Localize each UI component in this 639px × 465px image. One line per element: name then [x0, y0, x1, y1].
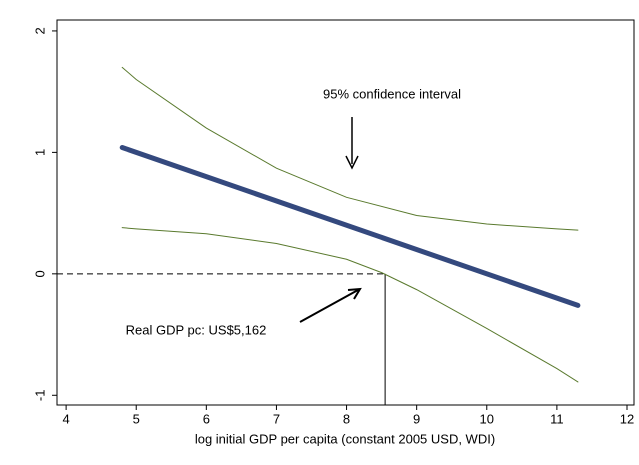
y-tick-label: -1 [32, 390, 47, 402]
x-tick-label: 4 [62, 411, 69, 426]
x-tick-label: 6 [203, 411, 210, 426]
x-tick-label: 10 [480, 411, 494, 426]
x-tick-label: 12 [620, 411, 634, 426]
x-tick-label: 5 [133, 411, 140, 426]
series-line [119, 145, 581, 308]
x-tick-label: 9 [413, 411, 420, 426]
x-tick-label: 8 [343, 411, 350, 426]
series-line [121, 66, 579, 231]
y-tick-label: 0 [32, 270, 47, 277]
x-axis-label: log initial GDP per capita (constant 200… [195, 431, 495, 446]
y-tick-label: 1 [32, 149, 47, 156]
arrow [345, 117, 359, 170]
arrow [299, 287, 362, 323]
y-tick-label: 2 [32, 27, 47, 34]
annotation: Real GDP pc: US$5,162 [126, 322, 267, 337]
x-tick-label: 7 [273, 411, 280, 426]
plot-frame [56, 19, 635, 406]
series-line [121, 227, 579, 383]
annotation: 95% confidence interval [323, 86, 461, 101]
x-tick-label: 11 [550, 411, 564, 426]
